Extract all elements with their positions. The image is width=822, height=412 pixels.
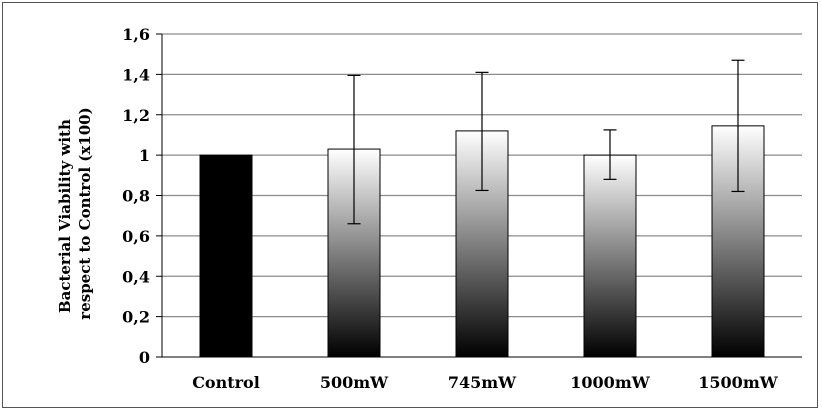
y-tick-label: 1,4 — [122, 65, 150, 84]
axis-layer — [161, 34, 802, 358]
bar — [199, 154, 253, 358]
x-category-label: 745mW — [448, 373, 517, 392]
y-tick-label: 0,2 — [122, 308, 150, 327]
x-category-labels: Control 500mW 745mW 1000mW 1500mW — [192, 373, 779, 392]
chart-frame — [2, 2, 818, 408]
y-axis-title: Bacterial Viability with respect to Cont… — [56, 107, 94, 319]
y-axis-title-line-2: respect to Control (x100) — [76, 107, 94, 319]
y-tick-label: 0,4 — [122, 267, 150, 286]
bar — [583, 154, 637, 358]
error-bars-layer — [347, 59, 745, 225]
y-tick-label: 1 — [139, 146, 150, 165]
x-category-label: 1000mW — [570, 373, 650, 392]
y-tick-label: 0,6 — [122, 227, 150, 246]
x-category-label: 1500mW — [698, 373, 778, 392]
y-tick-label: 0,8 — [122, 187, 150, 206]
y-tick-label: 1,6 — [122, 25, 150, 44]
y-tick-label: 0 — [139, 348, 150, 367]
y-tick-labels: 0 0,2 0,4 0,6 0,8 1 1,2 1,4 1,6 — [122, 25, 150, 367]
y-tick-label: 1,2 — [122, 106, 150, 125]
bars-layer — [199, 125, 765, 358]
y-axis-title-line-1: Bacterial Viability with — [56, 119, 74, 313]
x-category-label: Control — [192, 373, 260, 392]
x-category-label: 500mW — [320, 373, 389, 392]
